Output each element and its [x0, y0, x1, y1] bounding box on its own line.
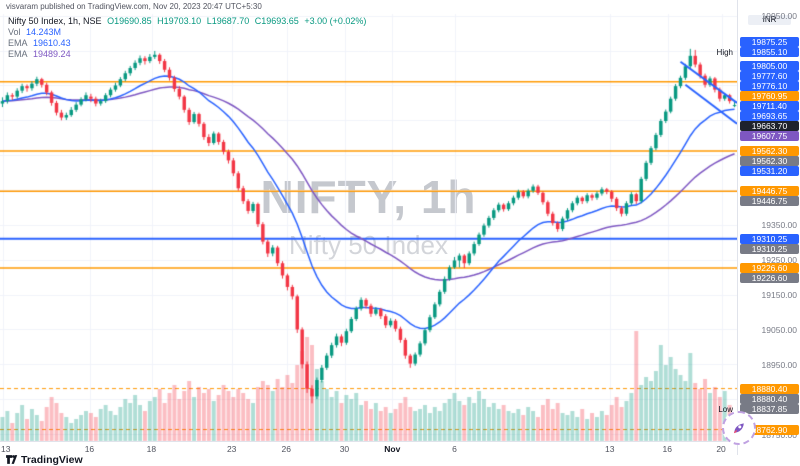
price-label: 19875.25	[740, 36, 799, 47]
price-label: 18837.85	[740, 403, 799, 414]
attribution[interactable]: visvaram published on TradingView.com, N…	[6, 2, 262, 11]
price-label: 19607.75	[740, 131, 799, 142]
ohlc-open: O19690.85	[107, 16, 152, 26]
legend-volume-row: Vol 14.243M	[8, 27, 369, 38]
price-label: 19855.10	[740, 46, 799, 57]
ema1-value: 19610.43	[33, 38, 71, 48]
time-label: 23	[226, 444, 237, 454]
rocket-reaction-button[interactable]	[722, 411, 756, 445]
price-label: 18880.40	[740, 393, 799, 404]
legend-ema2-row: EMA 19489.24	[8, 49, 369, 60]
price-label: 19693.65	[740, 111, 799, 122]
price-label: 19562.30	[740, 145, 799, 156]
ohlc-high: H19703.10	[157, 16, 202, 26]
vol-label[interactable]: Vol	[8, 27, 21, 37]
price-axis[interactable]: INR 19950.0019850.0019750.0019650.001955…	[737, 0, 800, 455]
price-label: 19226.60	[740, 262, 799, 273]
price-label: 19310.25	[740, 233, 799, 244]
price-label: 19531.20	[740, 165, 799, 176]
price-label: 19805.00	[740, 61, 799, 72]
price-tick: 19350.00	[761, 220, 797, 231]
price-label: 19446.75	[740, 186, 799, 197]
price-tick: 18950.00	[761, 359, 797, 370]
legend: Nifty 50 Index, 1h, NSE O19690.85 H19703…	[8, 16, 369, 60]
legend-symbol-row: Nifty 50 Index, 1h, NSE O19690.85 H19703…	[8, 16, 369, 27]
time-label: 20	[716, 444, 726, 454]
price-label: 18880.40	[740, 383, 799, 394]
ohlc-low: L19687.70	[206, 16, 250, 26]
price-label: 19663.70	[740, 121, 799, 132]
logo-text: TradingView	[21, 453, 83, 466]
symbol-title[interactable]: Nifty 50 Index, 1h, NSE	[8, 16, 102, 26]
price-tick: 19250.00	[761, 255, 797, 266]
ohlc-close: C19693.65	[254, 16, 299, 26]
legend-ema1-row: EMA 19610.43	[8, 38, 369, 49]
price-label: 19226.60	[740, 272, 799, 283]
time-label: 6	[452, 444, 457, 454]
price-label: 19777.60	[740, 71, 799, 82]
time-label: 13	[1, 444, 11, 454]
time-label: 30	[339, 444, 350, 454]
price-label: 19760.95	[740, 91, 799, 102]
time-axis[interactable]: 13 16 18 23 26 30 Nov 6 13 16 20	[0, 441, 737, 456]
vol-value: 14.243M	[26, 27, 62, 37]
price-label: 19711.40	[740, 101, 799, 112]
time-label: 13	[605, 444, 615, 454]
price-label: 19776.10	[740, 81, 799, 92]
price-tick: 19950.00	[761, 11, 797, 22]
time-label: Nov	[384, 444, 401, 454]
price-tick: 19150.00	[761, 290, 797, 301]
tradingview-icon	[6, 455, 18, 464]
price-tick: 19050.00	[761, 324, 797, 335]
time-label: 16	[84, 444, 95, 454]
ema2-value: 19489.24	[33, 49, 71, 59]
rocket-icon	[733, 423, 744, 434]
currency-label: INR	[748, 15, 791, 25]
ema2-label[interactable]: EMA	[8, 49, 28, 59]
ema1-label[interactable]: EMA	[8, 38, 28, 48]
tradingview-logo[interactable]: TradingView	[5, 453, 83, 466]
time-label: 26	[281, 444, 291, 454]
time-label: 18	[146, 444, 157, 454]
change-value: +3.00 (+0.02%)	[304, 16, 367, 26]
price-label: 19562.30	[740, 155, 799, 166]
price-label: 19310.25	[740, 243, 799, 254]
price-label: 18762.90	[740, 424, 799, 435]
price-label: 19446.75	[740, 196, 799, 207]
time-label: 16	[662, 444, 672, 454]
